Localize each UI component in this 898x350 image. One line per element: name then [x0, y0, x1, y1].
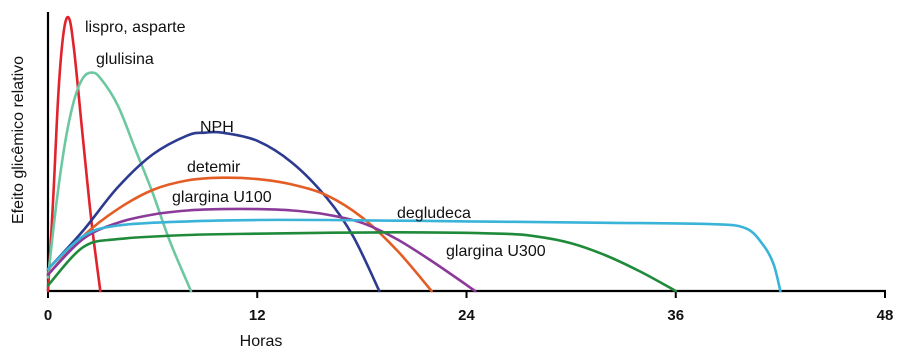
series-labels: lispro, asparte glulisina NPH detemir glargi…	[85, 19, 546, 260]
x-tick-label: 0	[44, 307, 52, 324]
axes: 0 12 24 36 48	[44, 12, 894, 324]
x-tick-label: 48	[877, 307, 894, 324]
y-axis-title: Efeito glicêmico relativo	[10, 56, 27, 224]
series-line	[46, 218, 782, 293]
x-tick-label: 12	[249, 307, 266, 324]
x-tick-label: 36	[667, 307, 684, 324]
series-line	[46, 207, 477, 293]
series-label: glargina U300	[446, 243, 546, 260]
x-tick-label: 24	[458, 307, 475, 324]
series-label: lispro, asparte	[85, 19, 186, 36]
series-lines	[46, 15, 782, 293]
series-label: NPH	[200, 119, 234, 136]
series-line	[46, 231, 678, 293]
series-line	[46, 71, 193, 293]
series-line	[46, 130, 381, 293]
series-label: degludeca	[397, 205, 471, 222]
series-line	[46, 15, 102, 293]
series-label: glulisina	[96, 51, 154, 68]
series-label: glargina U100	[172, 189, 272, 206]
series-label: detemir	[187, 159, 241, 176]
x-axis-title: Horas	[240, 333, 283, 350]
